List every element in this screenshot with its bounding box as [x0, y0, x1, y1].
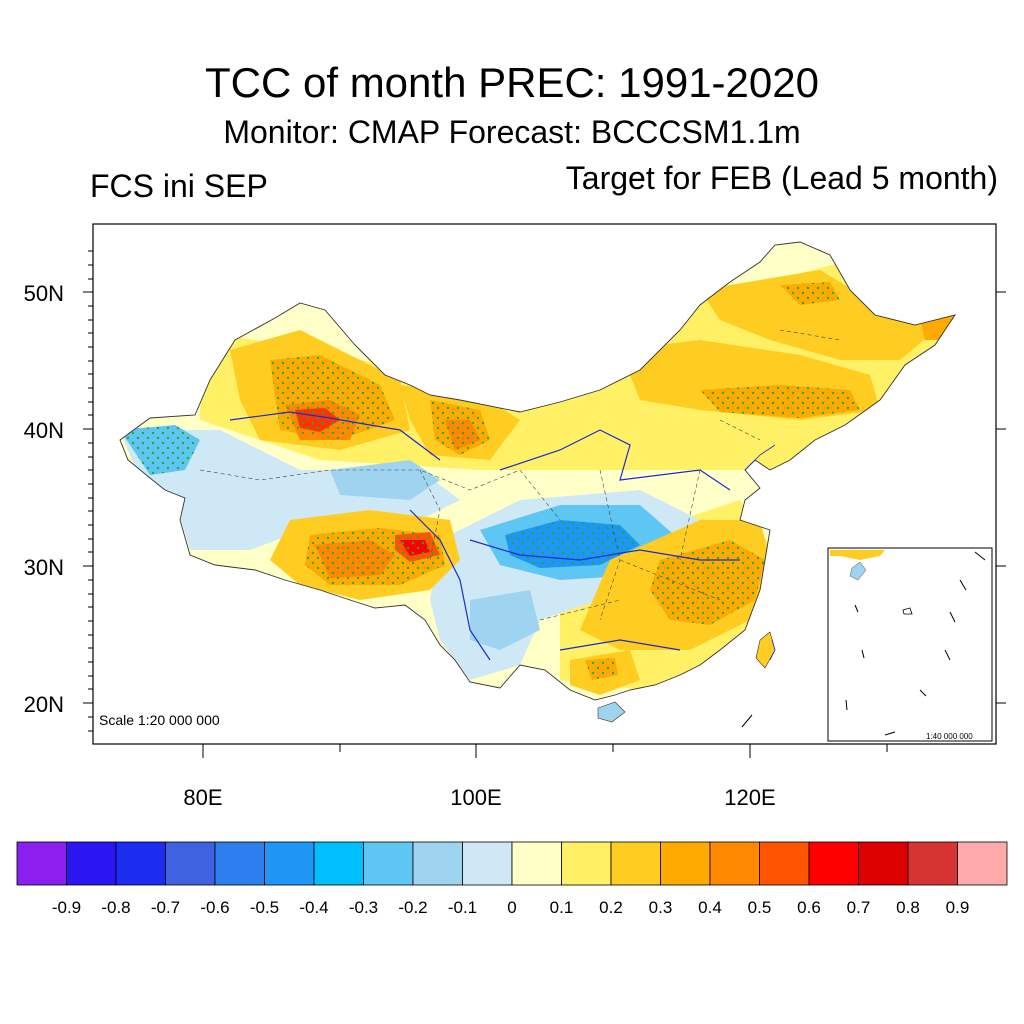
colorbar-swatch [462, 841, 513, 886]
axis-ticks [83, 250, 1006, 758]
colorbar-tick-label: -0.9 [51, 898, 82, 917]
colorbar-swatch [957, 841, 1008, 886]
colorbar-tick-label: -0.8 [101, 898, 131, 917]
colorbar-swatch [858, 841, 909, 886]
colorbar-tick-label: 0.6 [797, 898, 821, 917]
inset-map [741, 547, 993, 742]
colorbar-tick-label: 0.4 [698, 898, 722, 917]
colorbar-swatch [808, 841, 859, 886]
colorbar-swatch [363, 841, 414, 886]
colorbar-swatch [313, 841, 364, 886]
colorbar-tick-label: -0.7 [150, 898, 181, 917]
map-title: TCC of month PREC: 1991-2020 [205, 59, 819, 106]
map-subtitle: Monitor: CMAP Forecast: BCCCSM1.1m [223, 114, 801, 150]
colorbar-swatch [511, 841, 562, 886]
colorbar-swatch [660, 841, 711, 886]
colorbar-tick-label: 0.5 [747, 898, 772, 917]
colorbar-swatch [165, 841, 216, 886]
colorbar-swatch [709, 841, 760, 886]
colorbar-tick-label: 0.9 [945, 898, 970, 917]
colorbar-swatch [610, 841, 661, 886]
colorbar-tick-label: 0 [507, 898, 517, 917]
colorbar-swatch [214, 841, 265, 886]
colorbar-tick-label: 0.7 [846, 898, 871, 917]
lon-label-100e: 100E [450, 785, 502, 810]
colorbar-tick-label: -0.4 [299, 898, 329, 917]
lat-label-30n: 30N [23, 555, 64, 580]
colorbar-tick-label: -0.5 [249, 898, 280, 917]
colorbar-swatch [759, 841, 810, 886]
colorbar-tick-label: 0.1 [549, 898, 574, 917]
colorbar-tick-label: 0.3 [648, 898, 673, 917]
inset-scale-label: 1:40 000 000 [926, 732, 973, 741]
lat-label-20n: 20N [23, 692, 64, 717]
colorbar-swatch [264, 841, 315, 886]
lat-label-50n: 50N [23, 281, 64, 306]
colorbar-tick-label: -0.6 [200, 898, 230, 917]
colorbar-swatch [16, 841, 67, 886]
colorbar-tick-label: -0.2 [398, 898, 428, 917]
scale-label: Scale 1:20 000 000 [99, 712, 220, 728]
lat-label-40n: 40N [23, 418, 64, 443]
colorbar-swatch [115, 841, 166, 886]
colorbar-swatch [66, 841, 117, 886]
right-label: Target for FEB (Lead 5 month) [565, 160, 998, 196]
lon-label-80e: 80E [183, 785, 223, 810]
colorbar-tick-label: 0.2 [599, 898, 623, 917]
colorbar-tick-label: -0.1 [447, 898, 478, 917]
colorbar [16, 841, 1008, 886]
colorbar-tick-label: -0.3 [348, 898, 379, 917]
colorbar-swatch [412, 841, 463, 886]
colorbar-tick-label: 0.8 [896, 898, 920, 917]
colorbar-swatch [907, 841, 958, 886]
colorbar-swatch [561, 841, 612, 886]
lon-label-120e: 120E [724, 785, 776, 810]
left-label: FCS ini SEP [90, 168, 268, 204]
